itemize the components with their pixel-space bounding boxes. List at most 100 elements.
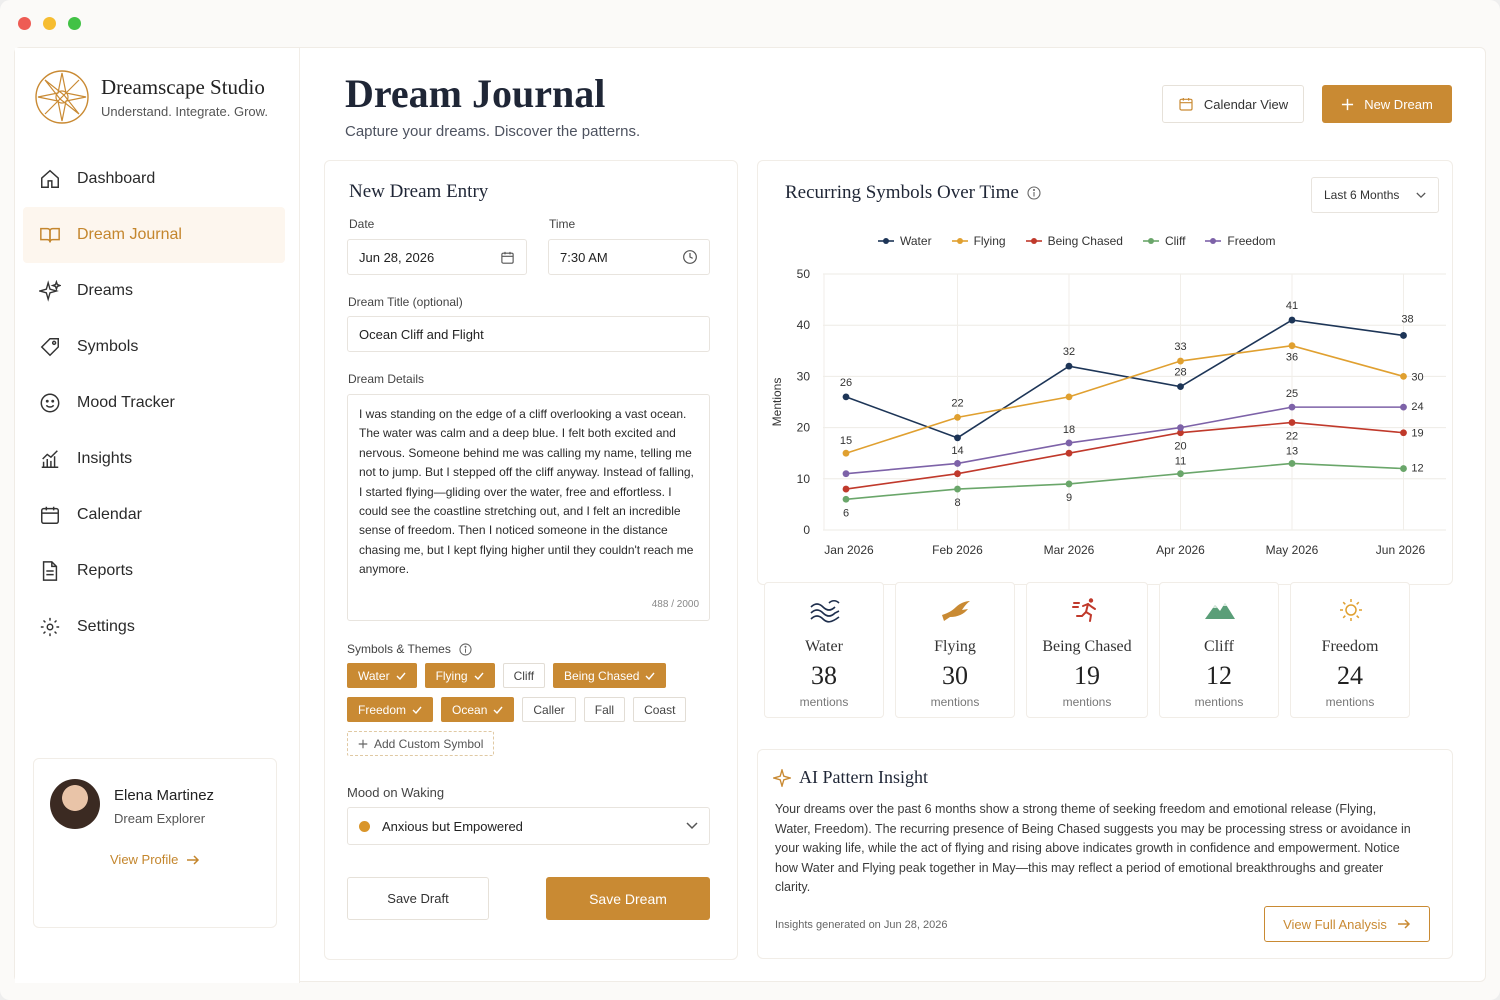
data-label: 24 [1411,401,1423,413]
data-point [1065,480,1073,488]
view-full-analysis-button[interactable]: View Full Analysis [1264,906,1430,942]
minimize-window-button[interactable] [43,17,56,30]
calendar-view-button[interactable]: Calendar View [1162,85,1304,123]
data-label: 12 [1411,463,1423,475]
data-label: 22 [951,397,963,409]
insight-body: Your dreams over the past 6 months show … [775,802,1411,895]
data-point [954,413,961,421]
new-dream-label: New Dream [1364,96,1433,112]
avatar[interactable] [50,779,100,829]
legend-item-being-chased[interactable]: Being Chased [1025,234,1123,248]
symbol-chip-flying[interactable]: Flying [424,663,495,688]
sidebar-item-label: Mood Tracker [77,394,175,411]
check-icon [645,672,655,680]
page-title: Dream Journal [345,71,606,116]
symbol-chip-cliff[interactable]: Cliff [502,663,546,688]
symbol-chip-row: Freedom Ocean Caller Fall Coast [347,697,717,722]
data-point [954,485,961,493]
data-label: 28 [1174,367,1186,379]
dream-details-textarea[interactable]: I was standing on the edge of a cliff ov… [347,394,710,621]
symbol-chip-label: Ocean [452,702,488,717]
save-draft-label: Save Draft [387,891,449,906]
brand-tagline: Understand. Integrate. Grow. [101,104,268,120]
maximize-window-button[interactable] [68,17,81,30]
mood-select[interactable]: Anxious but Empowered [347,807,710,845]
stat-name: Being Chased [1042,638,1132,655]
x-tick-label: Feb 2026 [932,543,983,557]
sidebar-item-calendar[interactable]: Calendar [23,487,285,543]
sidebar-item-mood-tracker[interactable]: Mood Tracker [23,375,285,431]
legend-item-freedom[interactable]: Freedom [1205,234,1275,248]
symbol-chip-label: Coast [644,702,676,717]
sidebar-item-label: Settings [77,618,135,635]
wave-icon [810,599,840,623]
legend-item-flying[interactable]: Flying [951,234,1006,248]
save-draft-button[interactable]: Save Draft [347,877,489,920]
stat-card-cliff[interactable]: Cliff 12 mentions [1159,582,1279,718]
sidebar: Dreamscape Studio Understand. Integrate.… [15,48,300,983]
view-profile-link[interactable]: View Profile [110,852,200,867]
stat-card-freedom[interactable]: Freedom 24 mentions [1290,582,1410,718]
data-label: 19 [1411,428,1423,440]
mood-color-dot [359,820,370,832]
sidebar-item-dashboard[interactable]: Dashboard [23,151,285,207]
data-label: 11 [1175,456,1186,468]
data-label: 41 [1286,300,1298,312]
sun-icon [1340,599,1362,621]
sidebar-item-symbols[interactable]: Symbols [23,319,285,375]
legend-item-water[interactable]: Water [878,234,932,248]
stat-value: 24 [1337,661,1363,690]
new-dream-entry-card: New Dream Entry Date Jun 28, 2026 Time 7… [324,160,738,960]
sidebar-item-reports[interactable]: Reports [23,543,285,599]
symbol-chip-water[interactable]: Water [347,663,417,688]
ai-pattern-insight-card: AI Pattern Insight Your dreams over the … [757,749,1453,959]
time-field[interactable]: 7:30 AM [548,239,710,275]
data-label: 14 [951,445,963,457]
series-line-water [845,319,1404,439]
symbol-chip-ocean[interactable]: Ocean [441,697,515,722]
symbol-chip-caller[interactable]: Caller [522,697,576,722]
dream-title-input[interactable]: Ocean Cliff and Flight [347,316,710,352]
data-point [1065,362,1073,370]
data-point [1288,460,1296,467]
data-point [1400,332,1407,339]
symbol-chip-being-chased[interactable]: Being Chased [553,663,667,688]
data-label: 15 [840,435,852,447]
sidebar-item-insights[interactable]: Insights [23,431,285,487]
time-value: 7:30 AM [560,249,608,265]
calendar-icon [501,251,514,264]
stat-card-being-chased[interactable]: Being Chased 19 mentions [1026,582,1148,718]
symbol-chip-freedom[interactable]: Freedom [347,697,434,722]
stat-card-flying[interactable]: Flying 30 mentions [895,582,1015,718]
sparkle-icon [773,768,791,787]
data-point [1400,429,1407,437]
stat-subtitle: mentions [799,695,849,709]
close-window-button[interactable] [18,17,31,30]
stat-name: Water [805,638,843,655]
stat-card-water[interactable]: Water 38 mentions [764,582,884,718]
gear-icon [40,617,60,637]
legend-item-cliff[interactable]: Cliff [1142,234,1185,248]
new-dream-button[interactable]: New Dream [1322,85,1452,123]
time-range-select[interactable]: Last 6 Months [1311,177,1439,213]
info-icon[interactable] [1027,186,1041,200]
home-icon [41,169,59,188]
sidebar-item-dreams[interactable]: Dreams [23,263,285,319]
data-point [1400,465,1407,472]
legend-swatch [951,238,968,244]
save-dream-button[interactable]: Save Dream [546,877,710,920]
y-tick-label: 50 [797,267,811,281]
sidebar-item-settings[interactable]: Settings [23,599,285,655]
sidebar-item-dream-journal[interactable]: Dream Journal [23,207,285,263]
series-line-freedom [845,406,1404,475]
add-custom-symbol-button[interactable]: Add Custom Symbol [347,731,495,756]
brand-name: Dreamscape Studio [101,74,265,99]
symbol-chip-coast[interactable]: Coast [633,697,687,722]
info-icon[interactable] [459,642,472,656]
symbol-chip-label: Water [358,668,390,683]
y-tick-label: 0 [803,523,810,537]
symbol-chip-fall[interactable]: Fall [583,697,626,722]
date-field[interactable]: Jun 28, 2026 [347,239,527,275]
view-full-analysis-label: View Full Analysis [1283,916,1387,932]
